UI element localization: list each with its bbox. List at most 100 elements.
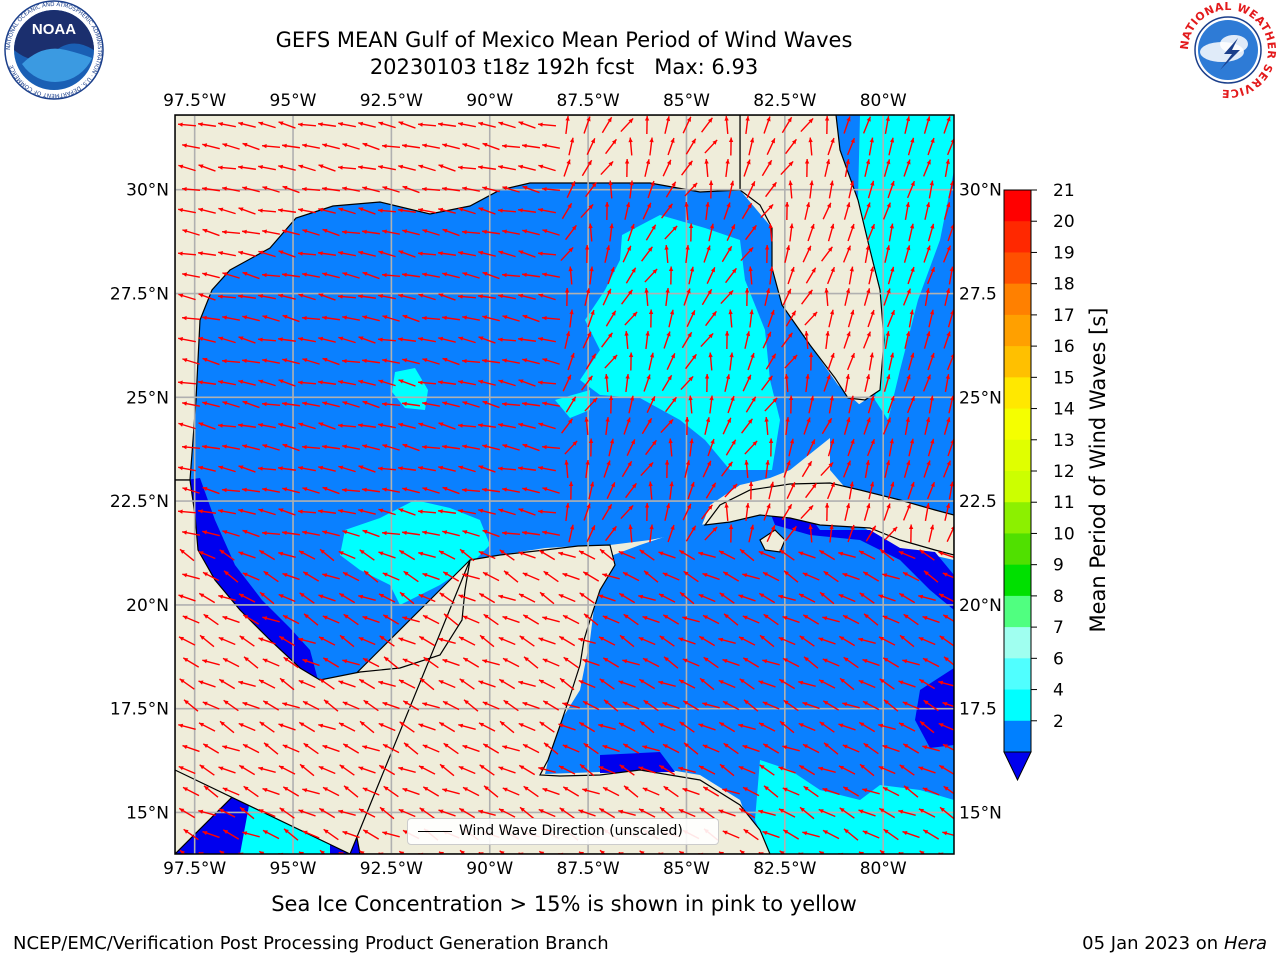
wind-arrow: [282, 572, 300, 581]
wind-arrow: [903, 613, 919, 626]
wind-arrow: [498, 165, 516, 171]
wind-arrow: [704, 526, 718, 541]
longitude-tick-label: 80°W: [860, 91, 907, 111]
wind-arrow: [241, 358, 261, 364]
wind-arrow: [338, 380, 356, 386]
wind-arrow: [238, 121, 256, 128]
wind-arrow: [419, 677, 435, 691]
wind-arrow: [663, 331, 671, 349]
wind-arrow: [342, 186, 360, 192]
wind-arrow: [829, 524, 834, 543]
wind-arrow: [748, 266, 753, 285]
wind-arrow: [503, 570, 519, 583]
wind-arrow: [199, 634, 215, 648]
wind-arrow: [377, 337, 397, 342]
wind-arrow: [318, 207, 336, 214]
legend-label: Wind Wave Direction (unscaled): [459, 823, 683, 839]
wind-arrow: [683, 570, 699, 583]
wind-arrow: [562, 572, 580, 581]
wind-arrow: [322, 657, 340, 668]
wind-arrow: [968, 439, 975, 456]
wind-arrow: [868, 137, 874, 156]
wind-arrow: [684, 416, 690, 436]
period-below-2: [186, 478, 318, 680]
wind-arrow: [301, 444, 321, 450]
colorbar-label: Mean Period of Wind Waves [s]: [1086, 307, 1110, 633]
wind-arrow: [621, 289, 633, 305]
wind-arrow: [682, 658, 700, 667]
wind-arrow: [562, 374, 572, 392]
wind-arrow: [799, 806, 815, 820]
wind-arrow: [338, 465, 356, 473]
wind-arrow: [542, 401, 560, 407]
wind-arrow: [902, 503, 912, 521]
wind-arrow: [523, 874, 540, 881]
wind-arrow: [558, 723, 576, 731]
wind-arrow: [583, 742, 599, 755]
wind-arrow: [924, 503, 930, 521]
wind-arrow: [482, 571, 500, 582]
wind-arrow: [579, 592, 595, 604]
wind-arrow: [842, 702, 860, 709]
wind-arrow: [762, 659, 780, 666]
wind-arrow: [178, 723, 196, 731]
wind-arrow: [587, 309, 595, 328]
wind-arrow: [198, 722, 216, 732]
wind-arrow: [242, 271, 260, 280]
wind-arrow: [378, 379, 396, 387]
wind-arrow: [566, 181, 576, 198]
wind-arrow: [720, 289, 734, 305]
wind-arrow: [282, 744, 300, 753]
wind-arrow: [943, 331, 951, 349]
wind-arrow: [782, 745, 800, 752]
wind-arrow: [623, 873, 639, 881]
longitude-tick-label: 87.5°W: [557, 91, 620, 111]
latitude-tick-label: 22.5°N: [110, 492, 169, 512]
wind-arrow: [848, 481, 854, 500]
wind-arrow: [219, 549, 235, 561]
latitude-tick-label: 15°N: [959, 803, 1002, 823]
wind-arrow: [222, 401, 240, 408]
wind-arrow: [823, 374, 831, 392]
wind-arrow: [578, 679, 596, 689]
wind-arrow: [357, 423, 377, 428]
wind-arrow: [202, 486, 220, 495]
wind-arrow: [605, 525, 617, 542]
wind-arrow: [725, 267, 737, 284]
wind-arrow: [342, 401, 360, 408]
wind-arrow: [858, 721, 876, 733]
wind-arrow: [918, 766, 936, 774]
wind-arrow: [242, 572, 260, 581]
wind-arrow: [689, 438, 694, 457]
wind-arrow: [297, 122, 317, 127]
wind-arrow: [708, 223, 715, 242]
wind-arrow: [418, 466, 436, 472]
wind-arrow: [483, 785, 499, 798]
wind-arrow: [362, 787, 380, 796]
wind-arrow: [198, 680, 216, 688]
wind-arrow: [303, 613, 319, 626]
wind-arrow: [478, 250, 496, 257]
wind-arrow: [318, 422, 336, 430]
wind-arrow: [819, 591, 835, 605]
colorbar-tick-label: 19: [1053, 243, 1075, 263]
wind-arrow: [879, 548, 895, 562]
wind-arrow: [601, 116, 613, 134]
wind-arrow: [922, 829, 940, 840]
wind-arrow: [438, 637, 456, 645]
wind-arrow: [780, 160, 794, 176]
wind-arrow: [622, 245, 632, 263]
wind-arrow: [665, 181, 677, 198]
wind-arrow: [698, 635, 716, 647]
wind-arrow: [787, 266, 795, 285]
wind-arrow: [183, 828, 199, 841]
florida-land: [739, 115, 885, 401]
wind-arrow: [501, 401, 521, 407]
wind-arrow: [381, 272, 401, 278]
wind-arrow: [842, 786, 860, 797]
wind-arrow: [586, 525, 596, 542]
wind-arrow: [820, 461, 834, 477]
wind-arrow: [501, 272, 521, 278]
wind-arrow: [862, 658, 880, 667]
wind-arrow: [579, 763, 595, 777]
